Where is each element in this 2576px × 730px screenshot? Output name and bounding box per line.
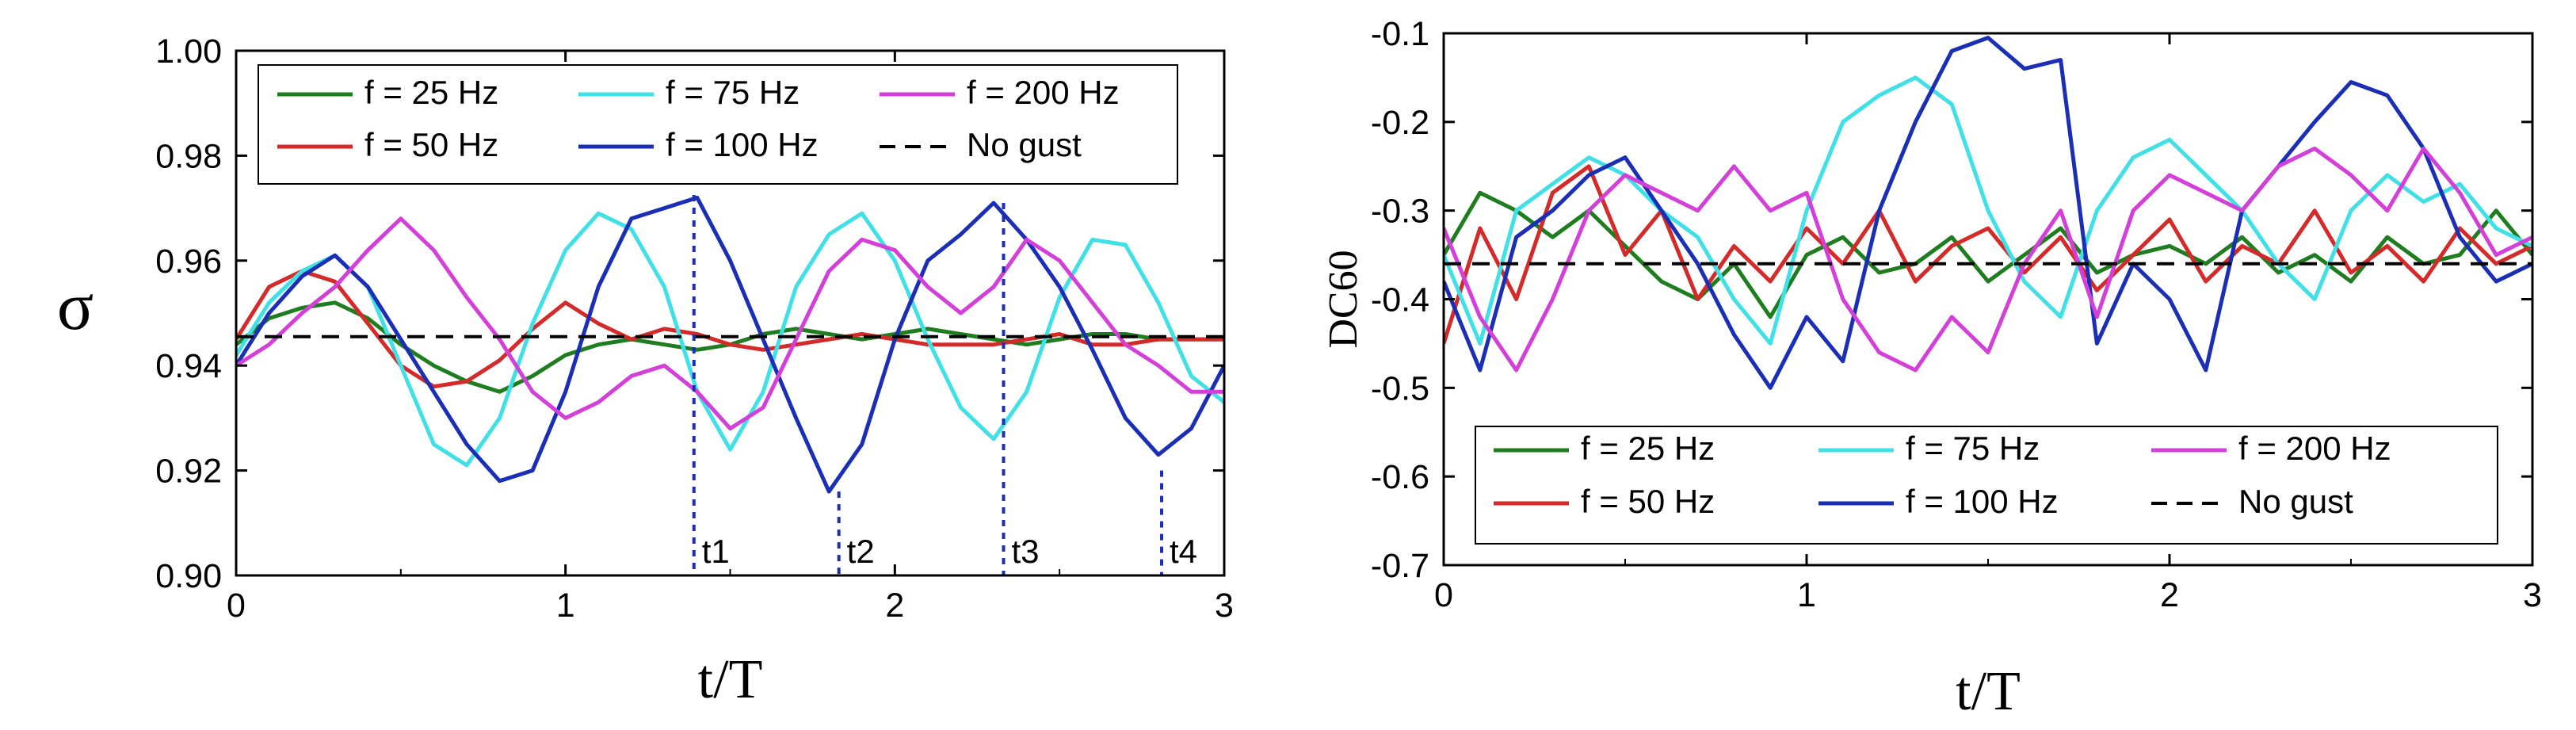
legend-label-f-25-hz: f = 25 Hz (364, 74, 498, 111)
legend-label-f-200-hz: f = 200 Hz (2238, 430, 2391, 467)
y-tick-label: 0.92 (155, 453, 222, 491)
series-line-f-200-hz (236, 216, 1224, 431)
series-line-f-100-hz (1444, 36, 2532, 390)
x-tick-label: 3 (1215, 587, 1234, 625)
legend-box (1475, 426, 2498, 545)
legend-label-f-50-hz: f = 50 Hz (364, 126, 498, 163)
x-tick-label: 2 (885, 587, 904, 625)
x-tick-label: 0 (1434, 576, 1453, 614)
legend-label-f-75-hz: f = 75 Hz (1906, 430, 2040, 467)
y-tick-label: -0.6 (1371, 458, 1429, 496)
time-marker-label: t4 (1170, 533, 1197, 570)
x-tick-label: 3 (2523, 576, 2542, 614)
y-tick-label: 0.98 (155, 137, 222, 175)
series-group (236, 195, 1224, 494)
legend-label-no-gust: No gust (2238, 483, 2353, 520)
sigma-chart-panel: t1 t2 t3 t4 0 1 2 3 0.90 0.92 0.94 0.96 0.98 1.00 t/T σ… (57, 32, 1234, 710)
y-tick-label: -0.3 (1371, 193, 1429, 231)
legend-label-f-25-hz: f = 25 Hz (1581, 430, 1715, 467)
time-marker-label: t3 (1012, 533, 1040, 570)
time-marker-label: t2 (847, 533, 875, 570)
series-line-f-50-hz (1444, 164, 2532, 345)
y-tick-label: 0.96 (155, 243, 222, 281)
y-tick-label: -0.2 (1371, 104, 1429, 142)
y-tick-label: 0.94 (155, 347, 222, 385)
legend-label-no-gust: No gust (967, 126, 1082, 163)
x-axis-title: t/T (698, 649, 763, 710)
legend-label-f-100-hz: f = 100 Hz (666, 126, 819, 163)
y-tick-label: -0.5 (1371, 369, 1429, 407)
y-tick-label: -0.7 (1371, 547, 1429, 585)
x-tick-label: 1 (1797, 576, 1816, 614)
y-tick-label: -0.1 (1371, 15, 1429, 53)
dc60-chart-panel: 0 1 2 3 -0.7 -0.6 -0.5 -0.4 -0.3 -0.2 -0.1 t/T DC60 f… (1321, 15, 2542, 722)
y-tick-label: 1.00 (155, 32, 222, 71)
y-axis-title: σ (57, 268, 93, 344)
y-tick-label: 0.90 (155, 557, 222, 595)
legend-label-f-75-hz: f = 75 Hz (666, 74, 800, 111)
y-tick-label: -0.4 (1371, 281, 1429, 319)
x-axis-title: t/T (1956, 661, 2021, 722)
series-line-f-100-hz (236, 195, 1224, 494)
series-group (1444, 36, 2532, 390)
legend-label-f-50-hz: f = 50 Hz (1581, 483, 1715, 520)
x-tick-label: 0 (227, 587, 246, 625)
x-tick-label: 2 (2160, 576, 2179, 614)
legend-label-f-100-hz: f = 100 Hz (1906, 483, 2059, 520)
time-marker-label: t1 (702, 533, 730, 570)
series-line-f-75-hz (236, 211, 1224, 468)
x-tick-label: 1 (556, 587, 575, 625)
series-line-f-25-hz (1444, 190, 2532, 319)
series-line-f-200-hz (1444, 146, 2532, 373)
legend-box (258, 64, 1178, 185)
legend-label-f-200-hz: f = 200 Hz (967, 74, 1120, 111)
y-axis-title: DC60 (1321, 250, 1366, 348)
